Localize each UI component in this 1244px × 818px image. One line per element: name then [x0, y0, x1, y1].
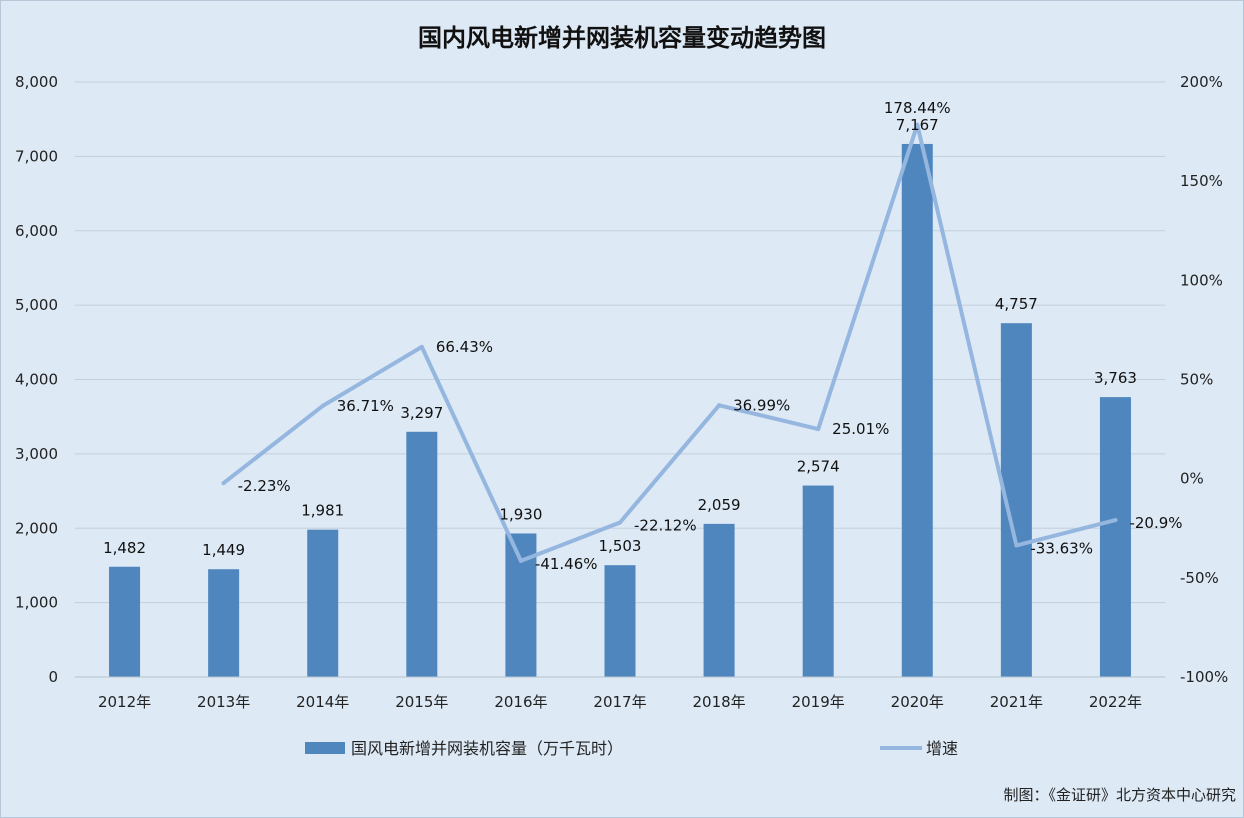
bar	[604, 565, 636, 677]
growth-point	[518, 558, 523, 563]
right-axis-tick-label: -100%	[1180, 668, 1228, 686]
growth-point	[915, 122, 920, 127]
growth-value-label: 36.71%	[337, 397, 394, 415]
growth-value-label: -41.46%	[535, 555, 598, 573]
x-axis-tick-label: 2020年	[891, 693, 944, 711]
legend-label-line: 增速	[926, 739, 958, 758]
x-axis-tick-label: 2012年	[98, 693, 151, 711]
left-axis-tick-label: 3,000	[15, 445, 58, 463]
bar-value-label: 3,763	[1094, 369, 1137, 387]
x-axis-tick-label: 2015年	[395, 693, 448, 711]
left-axis-tick-label: 6,000	[15, 222, 58, 240]
growth-point	[816, 427, 821, 432]
legend-swatch-bar	[305, 742, 345, 754]
growth-point	[1113, 518, 1118, 523]
growth-value-label: -33.63%	[1030, 539, 1093, 557]
bar-value-label: 3,297	[400, 404, 443, 422]
bar-value-label: 1,503	[599, 537, 642, 555]
growth-point	[320, 403, 325, 408]
bar	[802, 485, 834, 677]
growth-point	[618, 520, 622, 525]
right-axis-tick-label: 100%	[1180, 271, 1223, 289]
x-axis-tick-label: 2018年	[692, 693, 745, 711]
bar-value-label: 1,482	[103, 539, 146, 557]
bar	[703, 523, 735, 677]
bar	[109, 566, 141, 677]
left-axis-tick-label: 1,000	[15, 594, 58, 612]
bar	[901, 143, 933, 678]
x-axis-tick-label: 2019年	[792, 693, 845, 711]
bar-value-label: 4,757	[995, 295, 1038, 313]
right-axis-tick-label: 200%	[1180, 73, 1223, 91]
x-axis-tick-label: 2022年	[1089, 693, 1142, 711]
left-axis-tick-label: 4,000	[15, 371, 58, 389]
chart-title: 国内风电新增并网装机容量变动趋势图	[418, 24, 826, 52]
growth-point	[1014, 543, 1019, 548]
left-axis-tick-label: 2,000	[15, 519, 58, 537]
growth-value-label: 178.44%	[884, 99, 951, 117]
chart-credit: 制图：《金证研》北方资本中心研究	[1003, 786, 1236, 804]
x-axis-tick-label: 2021年	[990, 693, 1043, 711]
bar	[406, 431, 438, 677]
x-axis-tick-label: 2016年	[494, 693, 547, 711]
left-axis-tick-label: 7,000	[15, 147, 58, 165]
right-axis-tick-label: -50%	[1180, 569, 1219, 587]
bar-value-label: 2,059	[698, 496, 741, 514]
growth-value-label: 66.43%	[436, 338, 493, 356]
bar-value-label: 1,449	[202, 541, 245, 559]
growth-value-label: 36.99%	[733, 396, 790, 414]
bar-value-label: 7,167	[896, 116, 939, 134]
x-axis-tick-label: 2017年	[593, 693, 646, 711]
growth-value-label: -2.23%	[238, 477, 291, 495]
x-axis-tick-label: 2014年	[296, 693, 349, 711]
growth-value-label: -20.9%	[1129, 514, 1182, 532]
growth-point	[419, 344, 424, 349]
bar	[208, 569, 240, 677]
bar	[307, 529, 339, 677]
x-axis-tick-label: 2013年	[197, 693, 250, 711]
left-axis-tick-label: 5,000	[15, 296, 58, 314]
left-axis-tick-label: 0	[48, 668, 58, 686]
right-axis-tick-label: 50%	[1180, 371, 1213, 389]
bar-value-label: 1,930	[499, 505, 542, 523]
bar-value-label: 2,574	[797, 458, 840, 476]
growth-point	[717, 403, 722, 408]
bar	[1099, 397, 1131, 677]
right-axis-tick-label: 150%	[1180, 172, 1223, 190]
growth-line	[221, 122, 1118, 563]
right-axis-tick-label: 0%	[1180, 470, 1204, 488]
growth-value-label: -22.12%	[634, 517, 697, 535]
growth-point	[221, 481, 226, 486]
left-axis-tick-label: 8,000	[15, 73, 58, 91]
growth-value-label: 25.01%	[832, 420, 889, 438]
bar-value-label: 1,981	[301, 502, 344, 520]
legend-label-bar: 国风电新增并网装机容量（万千瓦时）	[351, 739, 623, 758]
